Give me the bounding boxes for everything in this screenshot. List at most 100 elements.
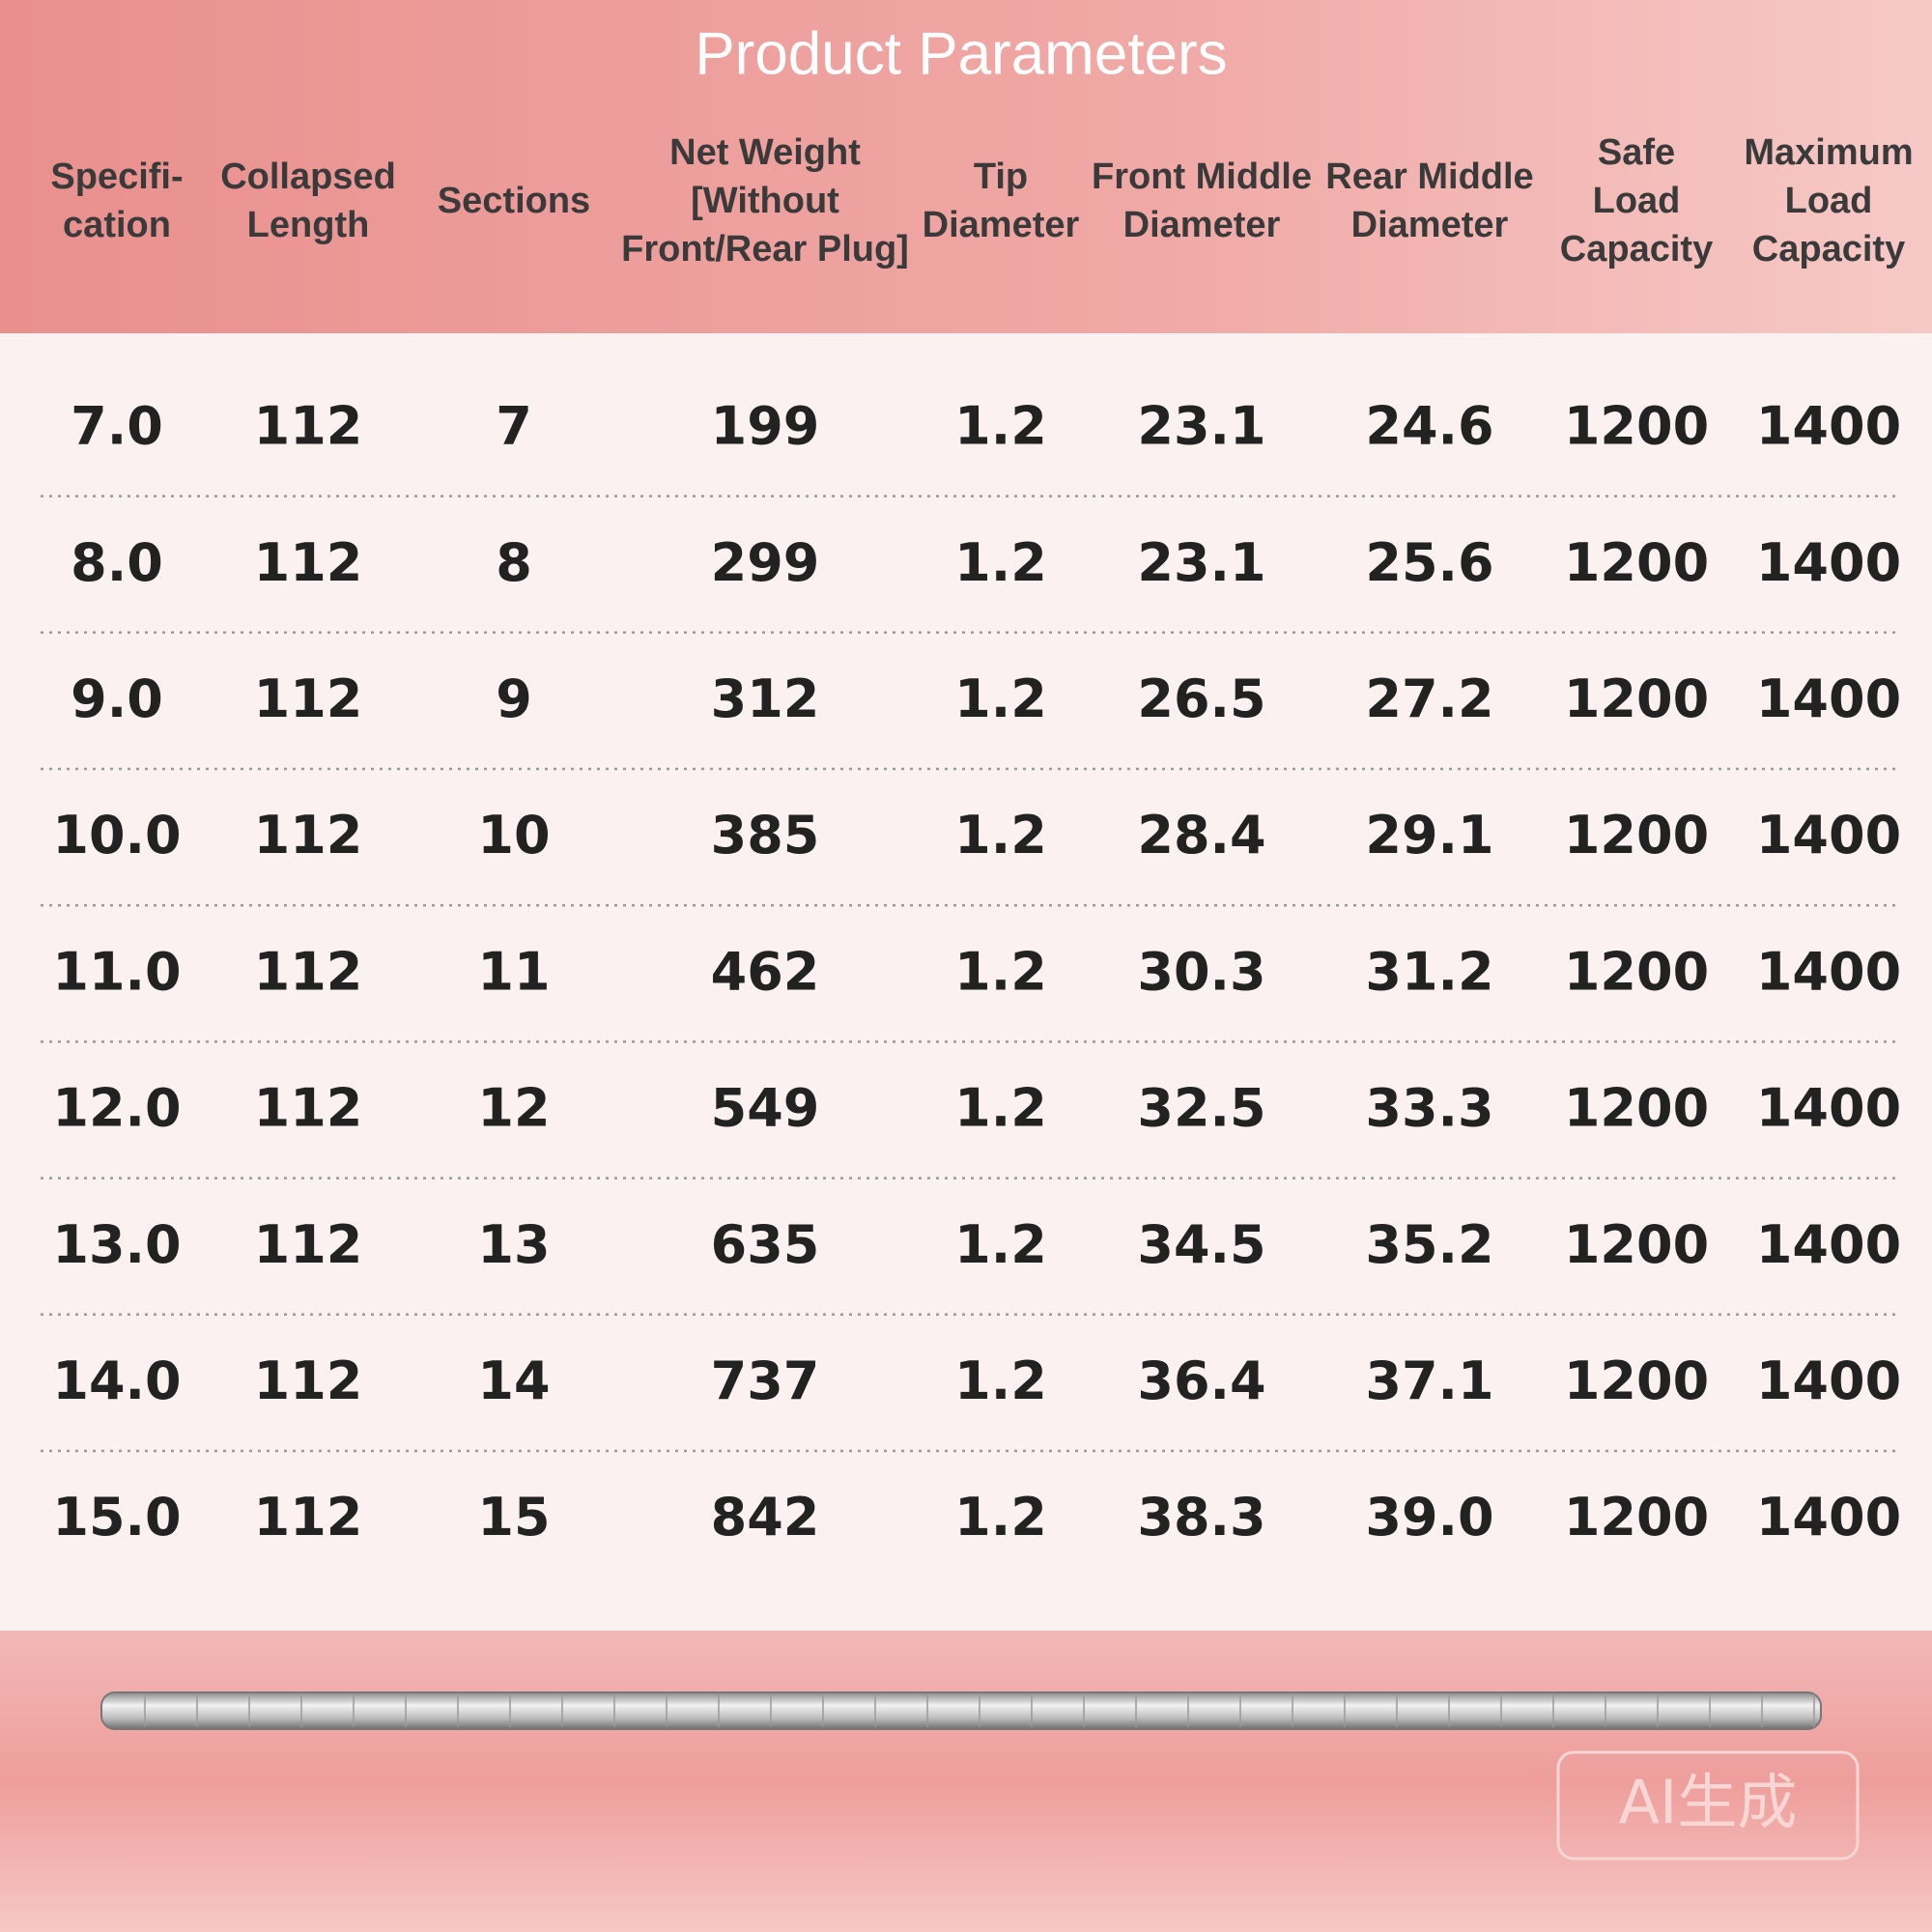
table-cell: 1200 xyxy=(1564,668,1709,729)
column-header: Tip xyxy=(974,156,1028,197)
column-header: Front/Rear Plug] xyxy=(621,229,909,270)
table-cell: 37.1 xyxy=(1365,1350,1493,1411)
table-cell: 112 xyxy=(254,805,363,866)
table-cell: 1.2 xyxy=(954,396,1047,457)
column-header: Diameter xyxy=(1123,205,1281,245)
table-cell: 112 xyxy=(254,1078,363,1139)
table-cell: 10 xyxy=(477,805,550,866)
table-cell: 1.2 xyxy=(954,1214,1047,1275)
column-header: Capacity xyxy=(1560,229,1713,270)
table-cell: 1.2 xyxy=(954,1078,1047,1139)
column-header: Capacity xyxy=(1752,229,1905,270)
table-cell: 1400 xyxy=(1756,1078,1901,1139)
column-header: [Without xyxy=(691,181,839,221)
table-cell: 9 xyxy=(496,668,532,729)
column-header: Safe xyxy=(1598,132,1675,173)
column-header: Specifi- xyxy=(50,156,183,197)
column-header: Diameter xyxy=(923,205,1080,245)
table-cell: 23.1 xyxy=(1137,532,1265,593)
table-cell: 1400 xyxy=(1756,668,1901,729)
table-cell: 1200 xyxy=(1564,1350,1709,1411)
table-cell: 35.2 xyxy=(1365,1214,1493,1275)
table-cell: 11 xyxy=(477,941,550,1002)
table-cell: 34.5 xyxy=(1137,1214,1265,1275)
table-cell: 15.0 xyxy=(52,1487,181,1548)
table-cell: 36.4 xyxy=(1137,1350,1265,1411)
table-cell: 1200 xyxy=(1564,1078,1709,1139)
table-cell: 29.1 xyxy=(1365,805,1493,866)
table-cell: 842 xyxy=(711,1487,820,1548)
pole-image xyxy=(100,1691,1822,1730)
column-header: cation xyxy=(63,205,171,245)
table-cell: 8.0 xyxy=(71,532,163,593)
table-cell: 1200 xyxy=(1564,805,1709,866)
table-cell: 38.3 xyxy=(1137,1487,1265,1548)
table-cell: 1.2 xyxy=(954,1487,1047,1548)
table-cell: 1200 xyxy=(1564,532,1709,593)
column-header: Rear Middle xyxy=(1325,156,1533,197)
column-header: Net Weight xyxy=(669,132,861,173)
table-cell: 8 xyxy=(496,532,532,593)
table-cell: 112 xyxy=(254,532,363,593)
column-header: Diameter xyxy=(1351,205,1509,245)
header-band xyxy=(0,0,1932,333)
table-cell: 10.0 xyxy=(52,805,181,866)
table-cell: 1200 xyxy=(1564,396,1709,457)
column-header: Sections xyxy=(438,181,590,221)
table-cell: 12.0 xyxy=(52,1078,181,1139)
table-cell: 635 xyxy=(711,1214,820,1275)
table-cell: 23.1 xyxy=(1137,396,1265,457)
table-cell: 112 xyxy=(254,1487,363,1548)
table-cell: 385 xyxy=(711,805,820,866)
table-cell: 112 xyxy=(254,396,363,457)
table-cell: 28.4 xyxy=(1137,805,1265,866)
table-cell: 11.0 xyxy=(52,941,181,1002)
column-header: Load xyxy=(1785,181,1873,221)
table-cell: 39.0 xyxy=(1365,1487,1493,1548)
table-cell: 1.2 xyxy=(954,941,1047,1002)
table-cell: 12 xyxy=(477,1078,550,1139)
table-cell: 15 xyxy=(477,1487,550,1548)
title: Product Parameters xyxy=(695,20,1227,87)
table-cell: 30.3 xyxy=(1137,941,1265,1002)
table-cell: 7 xyxy=(496,396,532,457)
table-cell: 33.3 xyxy=(1365,1078,1493,1139)
table-cell: 32.5 xyxy=(1137,1078,1265,1139)
table-cell: 26.5 xyxy=(1137,668,1265,729)
table-cell: 1200 xyxy=(1564,1487,1709,1548)
table-cell: 1200 xyxy=(1564,941,1709,1002)
column-header: Front Middle xyxy=(1092,156,1312,197)
table-cell: 1.2 xyxy=(954,805,1047,866)
table-cell: 549 xyxy=(711,1078,820,1139)
table-cell: 1.2 xyxy=(954,1350,1047,1411)
table-cell: 31.2 xyxy=(1365,941,1493,1002)
table-cell: 112 xyxy=(254,1214,363,1275)
table-cell: 9.0 xyxy=(71,668,163,729)
table-cell: 199 xyxy=(711,396,820,457)
table-cell: 25.6 xyxy=(1365,532,1493,593)
column-header: Collapsed xyxy=(220,156,396,197)
table-cell: 462 xyxy=(711,941,820,1002)
table-cell: 312 xyxy=(711,668,820,729)
column-header: Length xyxy=(247,205,370,245)
watermark-box xyxy=(1556,1750,1860,1861)
table-cell: 1400 xyxy=(1756,941,1901,1002)
footer-band xyxy=(0,1631,1932,1932)
column-header: Load xyxy=(1593,181,1681,221)
table-cell: 737 xyxy=(711,1350,820,1411)
table-cell: 1400 xyxy=(1756,1350,1901,1411)
table-cell: 1.2 xyxy=(954,668,1047,729)
table-cell: 1400 xyxy=(1756,532,1901,593)
table-cell: 14 xyxy=(477,1350,550,1411)
table-cell: 24.6 xyxy=(1365,396,1493,457)
table-cell: 1400 xyxy=(1756,1214,1901,1275)
column-header: Maximum xyxy=(1744,132,1913,173)
watermark: AI生成 xyxy=(1619,1767,1798,1837)
table-cell: 112 xyxy=(254,941,363,1002)
table-cell: 1400 xyxy=(1756,805,1901,866)
table-cell: 299 xyxy=(711,532,820,593)
table-cell: 1.2 xyxy=(954,532,1047,593)
table-cell: 1200 xyxy=(1564,1214,1709,1275)
